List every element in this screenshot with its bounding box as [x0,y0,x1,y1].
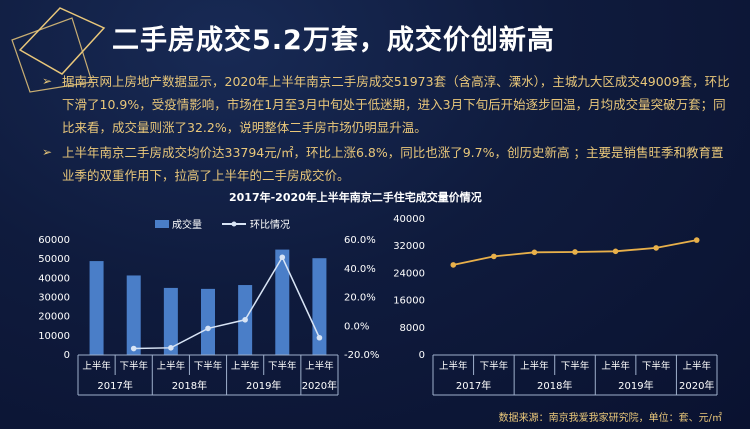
x-category-label: 上半年 [682,360,711,372]
left-axis-tick-label: 60000 [38,235,70,246]
year-label: 2020年 [302,379,337,392]
year-label: 2017年 [97,379,132,392]
price-point [572,249,578,255]
year-label: 2018年 [537,379,572,392]
bullet-list: ➢ 据南京网上房地产数据显示，2020年上半年南京二手房成交51973套（含高淳… [42,70,732,187]
x-category-label: 上半年 [82,360,111,372]
x-category-label: 下半年 [119,360,148,372]
right-axis-tick-label: 60.0% [344,235,376,246]
arrow-bullet-icon: ➢ [42,74,53,88]
volume-bar [89,261,104,355]
x-category-label: 下半年 [194,360,223,372]
change-rate-point [316,334,323,341]
volume-bar [275,249,290,355]
price-point [653,245,659,251]
price-point [491,253,497,260]
year-label: 2019年 [246,379,281,392]
legend-swatch-bar [155,220,169,228]
y-axis-tick-label: 32000 [393,241,425,252]
y-axis-tick-label: 40000 [393,214,425,225]
volume-bar [163,287,178,355]
x-category-label: 上半年 [305,360,334,372]
left-axis-tick-label: 20000 [38,312,70,323]
right-axis-tick-label: 20.0% [344,293,376,304]
left-axis-tick-label: 10000 [38,331,70,342]
change-rate-point [205,325,211,332]
legend-marker-line [231,221,237,227]
x-category-label: 下半年 [268,360,297,372]
volume-chart: 成交量 环比情况 0 10000 20000 30000 40000 50000 60000 -2… [38,218,379,396]
x-category-label: 上半年 [439,360,468,372]
y-axis-tick-label: 8000 [400,323,425,334]
change-rate-line [133,255,321,350]
bullet-item: ➢ 据南京网上房地产数据显示，2020年上半年南京二手房成交51973套（含高淳… [42,70,732,139]
left-axis-tick-label: 40000 [38,273,70,284]
bullet-text: 上半年南京二手房成交均价达33794元/㎡，环比上涨6.8%，同比也涨了9.7%… [62,145,724,183]
gold-frame-decoration [11,7,106,93]
year-label: 2020年 [679,379,714,392]
y-axis-tick-label: 24000 [393,268,425,279]
x-category-label: 下半年 [642,360,671,372]
bullet-item: ➢ 上半年南京二手房成交均价达33794元/㎡，环比上涨6.8%，同比也涨了9.… [42,141,732,187]
left-axis-tick-label: 0 [64,350,70,361]
data-source: 数据来源：南京我爱我家研究院，单位：套、元/㎡ [498,413,722,424]
volume-bar [201,288,215,355]
volume-bar [126,275,141,355]
year-label: 2017年 [456,379,491,392]
page-title: 二手房成交5.2万套，成交价创新高 [112,25,555,56]
right-axis-tick-label: 0.0% [344,321,369,332]
price-point [693,237,700,243]
price-point [450,262,457,268]
left-axis-tick-label: 50000 [38,254,70,265]
chart-title: 2017年-2020年上半年南京二手住宅成交量价情况 [229,191,482,204]
price-point [612,248,619,255]
arrow-bullet-icon: ➢ [42,145,53,159]
right-axis-tick-label: -20.0% [344,350,379,361]
right-axis-tick-label: 40.0% [344,264,376,275]
x-category-label: 下半年 [480,360,509,372]
x-category-label: 上半年 [520,360,549,372]
change-rate-point [168,345,174,351]
year-label: 2019年 [618,379,653,392]
y-axis-tick-label: 16000 [393,296,425,307]
y-axis-tick-label: 0 [419,350,425,361]
x-category-label: 上半年 [601,360,630,372]
price-point [531,249,538,256]
legend-label-bar: 成交量 [172,218,202,231]
left-axis-tick-label: 30000 [38,293,70,304]
change-rate-point [279,254,286,261]
x-category-label: 下半年 [561,360,590,372]
x-category-label: 上半年 [157,360,186,372]
year-label: 2018年 [172,379,207,392]
change-rate-point [130,345,137,352]
legend-label-line: 环比情况 [250,218,290,231]
change-rate-point [242,316,248,323]
bullet-text: 据南京网上房地产数据显示，2020年上半年南京二手房成交51973套（含高淳、溧… [62,74,730,135]
x-category-label: 上半年 [231,360,260,372]
